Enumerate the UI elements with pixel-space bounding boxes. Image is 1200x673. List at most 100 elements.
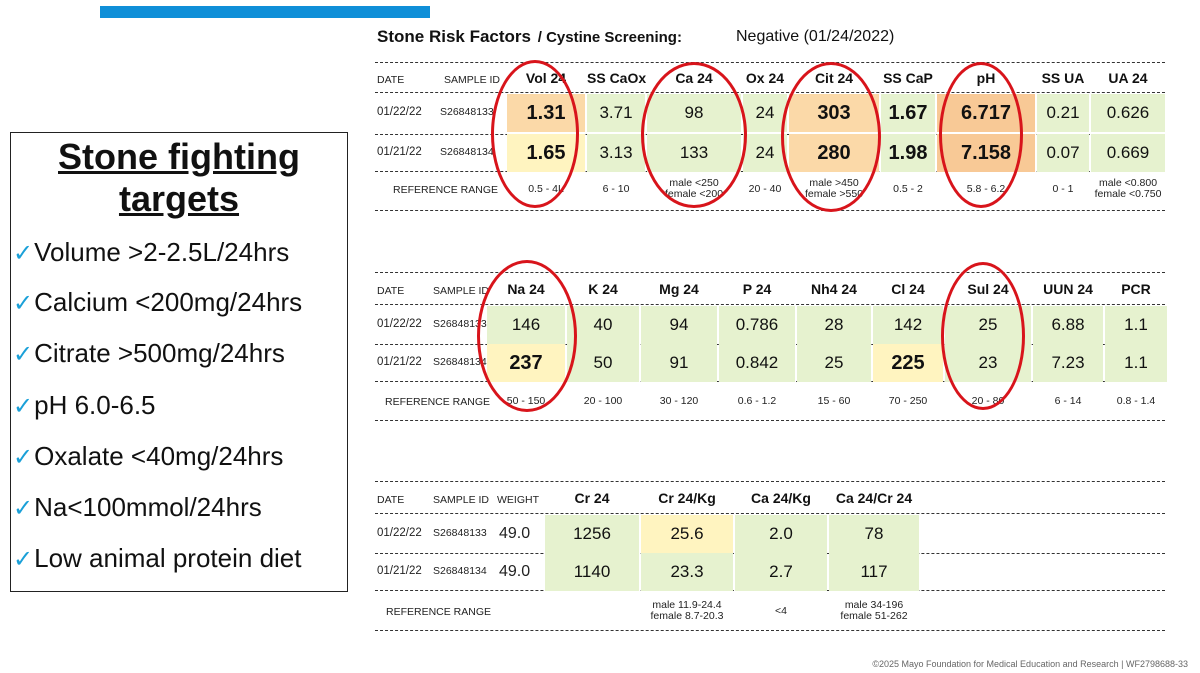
table-cell: 24	[743, 134, 787, 172]
table-cell: 1140	[545, 553, 639, 591]
check-icon: ✓	[13, 341, 34, 368]
table-cell: 2.0	[735, 515, 827, 553]
row-divider	[375, 210, 1165, 211]
table-cell: 0.786	[719, 306, 795, 344]
top-accent-bar	[100, 6, 430, 18]
row-sample-id: S26848133	[440, 106, 494, 118]
table-cell: 2.7	[735, 553, 827, 591]
row-date: 01/22/22	[377, 318, 422, 330]
date-header: DATE	[377, 285, 405, 297]
sample-id-header: SAMPLE ID	[444, 74, 501, 86]
date-header: DATE	[377, 74, 405, 86]
column-header: SS CaP	[883, 70, 933, 86]
row-weight: 49.0	[499, 525, 531, 542]
reference-range: 15 - 60	[817, 395, 851, 407]
row-divider	[375, 304, 1165, 305]
targets-title-line2: targets	[118, 178, 240, 219]
table-cell: 1.31	[507, 94, 585, 132]
column-header: Mg 24	[659, 281, 699, 297]
table-cell: 91	[641, 344, 717, 382]
table-cell: 24	[743, 94, 787, 132]
sample-id-header: SAMPLE ID	[433, 285, 490, 297]
reference-range: male 34-196 female 51-262	[840, 599, 908, 622]
reference-range: 20 - 100	[583, 395, 623, 407]
reference-range-label: REFERENCE RANGE	[393, 184, 499, 196]
target-text: pH 6.0-6.5	[34, 390, 156, 420]
footer-copyright: ©2025 Mayo Foundation for Medical Educat…	[872, 659, 1188, 669]
table-cell: 225	[873, 344, 943, 382]
table-cell: 117	[829, 553, 919, 591]
reference-range: 20 - 80	[971, 395, 1005, 407]
table-cell: 0.07	[1037, 134, 1089, 172]
table-cell: 1.67	[881, 94, 935, 132]
column-header: Cl 24	[891, 281, 925, 297]
target-item: ✓Volume >2-2.5L/24hrs	[13, 237, 289, 269]
row-divider	[375, 62, 1165, 63]
reference-range: 0.6 - 1.2	[737, 395, 777, 407]
stone-targets-box: Stone fighting targets ✓Volume >2-2.5L/2…	[10, 132, 348, 592]
table-cell: 1256	[545, 515, 639, 553]
reference-range: 30 - 120	[659, 395, 699, 407]
column-header: Ox 24	[745, 70, 785, 86]
row-date: 01/21/22	[377, 356, 422, 368]
date-header: DATE	[377, 494, 405, 506]
table-cell: 7.158	[937, 134, 1035, 172]
reference-range: 0.5 - 2	[893, 183, 923, 195]
reference-range: <4	[775, 605, 787, 617]
row-sample-id: S26848134	[433, 565, 487, 577]
reference-range: male >450 female >550	[804, 177, 864, 200]
table-cell: 25.6	[641, 515, 733, 553]
target-text: Oxalate <40mg/24hrs	[34, 441, 284, 471]
table-cell: 1.65	[507, 134, 585, 172]
column-header: pH	[976, 70, 996, 86]
table-cell: 142	[873, 306, 943, 344]
target-text: Citrate >500mg/24hrs	[34, 338, 285, 368]
cystine-screening-label: / Cystine Screening:	[537, 29, 682, 46]
table-cell: 6.88	[1033, 306, 1103, 344]
column-header: Ca 24	[675, 70, 713, 86]
table-cell: 3.71	[587, 94, 645, 132]
check-icon: ✓	[13, 546, 34, 573]
stone-risk-title: Stone Risk Factors / Cystine Screening:	[377, 27, 682, 47]
table-cell: 0.669	[1091, 134, 1165, 172]
row-date: 01/21/22	[377, 146, 422, 158]
reference-range: 6 - 10	[602, 183, 630, 195]
table-cell: 94	[641, 306, 717, 344]
column-header: Cr 24	[574, 490, 610, 506]
check-icon: ✓	[13, 240, 34, 267]
target-item: ✓Calcium <200mg/24hrs	[13, 287, 302, 319]
reference-range: 50 - 150	[506, 395, 546, 407]
reference-range: male <250 female <200	[664, 177, 724, 200]
row-weight: 49.0	[499, 563, 531, 580]
table-cell: 0.626	[1091, 94, 1165, 132]
target-text: Volume >2-2.5L/24hrs	[34, 237, 290, 267]
reference-range-label: REFERENCE RANGE	[385, 396, 491, 408]
row-divider	[375, 481, 1165, 482]
table-cell: 6.717	[937, 94, 1035, 132]
row-sample-id: S26848134	[440, 146, 494, 158]
column-header: Na 24	[507, 281, 545, 297]
column-header: Vol 24	[525, 70, 567, 86]
column-header: Ca 24/Kg	[751, 490, 811, 506]
row-divider	[375, 92, 1165, 93]
column-header: Sul 24	[967, 281, 1009, 297]
targets-title: Stone fighting targets	[11, 136, 347, 220]
column-header: UA 24	[1108, 70, 1148, 86]
cystine-screening-value: Negative (01/24/2022)	[736, 28, 895, 45]
row-divider	[375, 513, 1165, 514]
row-divider	[375, 630, 1165, 631]
column-header: Ca 24/Cr 24	[835, 490, 913, 506]
check-icon: ✓	[13, 393, 34, 420]
table-cell: 28	[797, 306, 871, 344]
reference-range: 0.5 - 4L	[528, 183, 564, 195]
target-item: ✓Low animal protein diet	[13, 543, 302, 575]
table-cell: 25	[945, 306, 1031, 344]
table-cell: 0.21	[1037, 94, 1089, 132]
weight-header: WEIGHT	[497, 494, 539, 506]
table-cell: 280	[789, 134, 879, 172]
table-cell: 133	[647, 134, 741, 172]
row-sample-id: S26848134	[433, 356, 487, 368]
reference-range: 20 - 40	[748, 183, 782, 195]
table-cell: 50	[567, 344, 639, 382]
target-item: ✓pH 6.0-6.5	[13, 390, 156, 422]
